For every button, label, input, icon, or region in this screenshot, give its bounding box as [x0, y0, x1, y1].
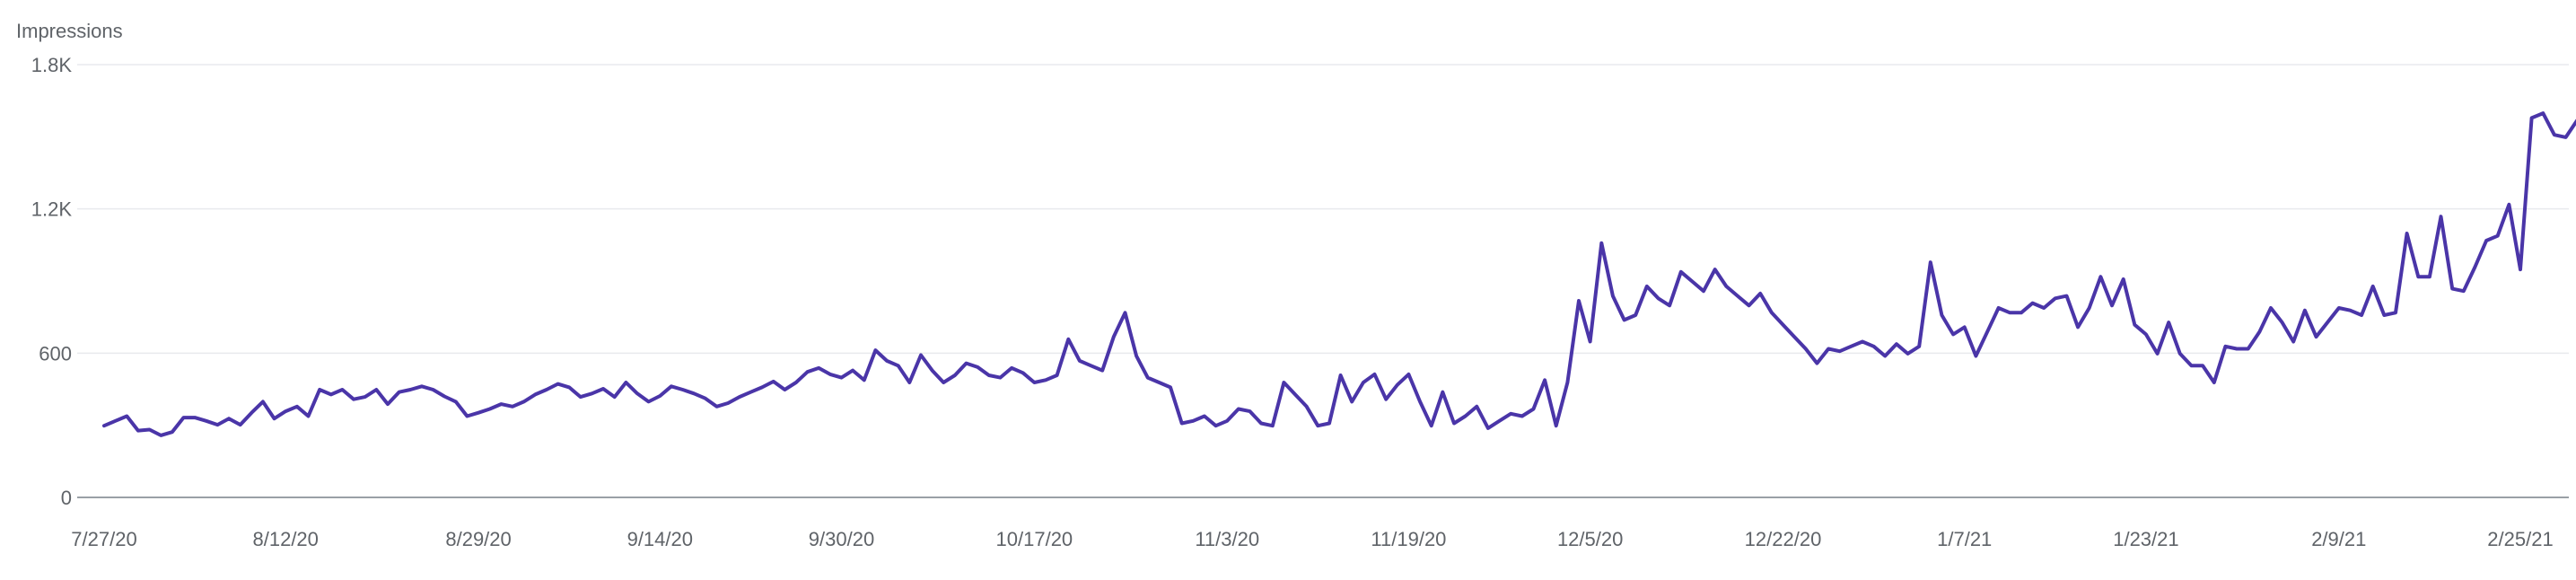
x-tick-label: 8/12/20 [253, 528, 319, 550]
x-tick-label: 10/17/20 [996, 528, 1073, 550]
x-tick-label: 2/25/21 [2487, 528, 2553, 550]
y-tick-label: 1.2K [31, 198, 73, 221]
y-tick-label: 600 [39, 342, 72, 365]
series-group [102, 111, 2576, 437]
x-tick-label: 8/29/20 [445, 528, 511, 550]
y-tick-label: 0 [61, 487, 72, 509]
impressions-series-line [102, 111, 2576, 437]
y-axis-title: Impressions [16, 20, 123, 42]
x-tick-labels: 7/27/20 8/12/20 8/29/20 9/14/20 9/30/20 10/17… [71, 528, 2553, 550]
x-tick-label: 11/19/20 [1371, 528, 1446, 550]
x-tick-label: 1/7/21 [1937, 528, 1992, 550]
x-tick-label: 9/30/20 [809, 528, 874, 550]
x-tick-label: 9/14/20 [627, 528, 693, 550]
x-tick-label: 2/9/21 [2311, 528, 2366, 550]
grid-lines [77, 64, 2569, 498]
x-tick-label: 1/23/21 [2113, 528, 2178, 550]
y-tick-label: 1.8K [31, 54, 73, 76]
x-tick-label: 12/5/20 [1557, 528, 1623, 550]
y-tick-labels: 0 600 1.2K 1.8K [31, 54, 73, 509]
x-tick-label: 11/3/20 [1195, 528, 1259, 550]
x-tick-label: 12/22/20 [1745, 528, 1822, 550]
x-tick-label: 7/27/20 [71, 528, 136, 550]
